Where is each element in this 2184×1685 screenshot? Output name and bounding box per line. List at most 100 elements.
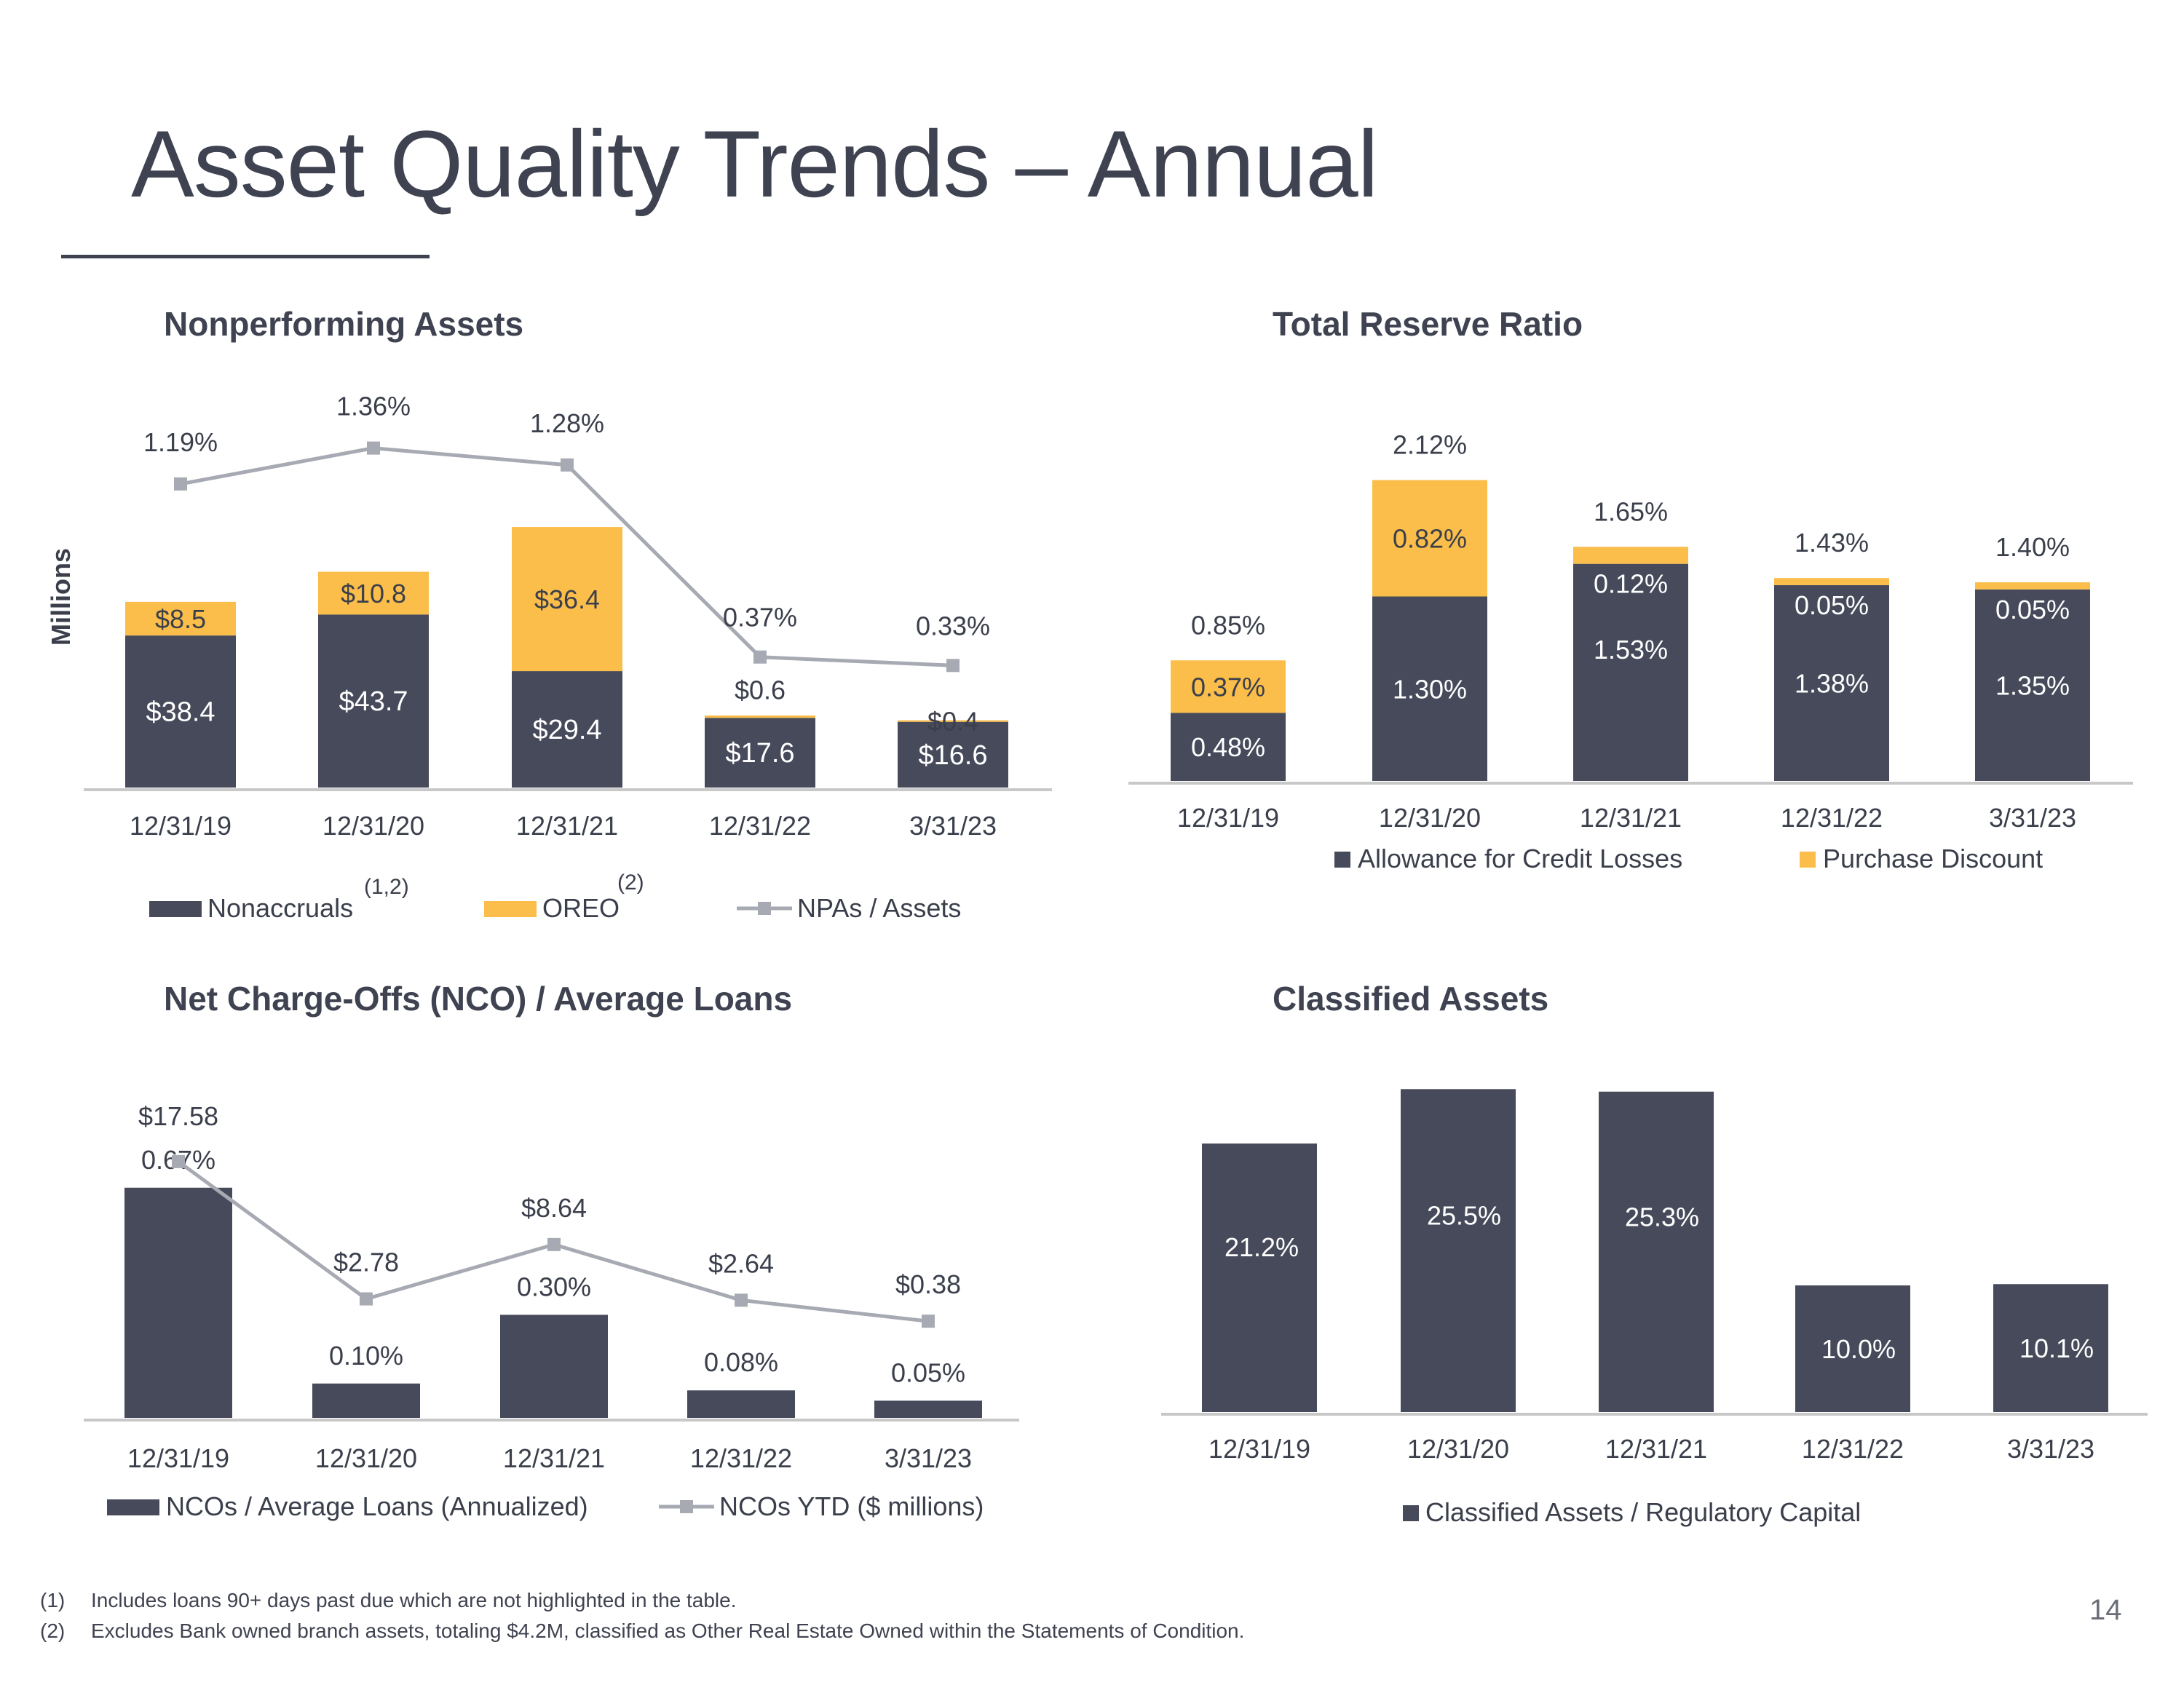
nco-x-tick-2: 12/31/21 bbox=[503, 1443, 605, 1473]
classified-bar-label-4: 10.1% bbox=[2019, 1333, 2094, 1363]
npa-label-oreo-3: $0.6 bbox=[735, 675, 786, 705]
npa-line-point-0 bbox=[174, 477, 187, 491]
reserve-bar-discount-2 bbox=[1573, 547, 1688, 564]
npa-legend-sup-nonaccruals: (1,2) bbox=[364, 875, 409, 899]
nco-bar-label-2: 0.30% bbox=[517, 1272, 591, 1301]
nco-line-point-4 bbox=[922, 1315, 935, 1328]
nco-line-point-1 bbox=[360, 1292, 373, 1306]
npa-line-label-1: 1.36% bbox=[336, 392, 411, 421]
reserve-label-discount-4: 0.05% bbox=[1995, 595, 2070, 625]
nco-line-label-2: $8.64 bbox=[521, 1193, 587, 1223]
reserve-bar-allowance-3 bbox=[1774, 584, 1889, 781]
nco-x-tick-4: 3/31/23 bbox=[885, 1443, 972, 1473]
footnote-1-number: (1) bbox=[40, 1589, 66, 1611]
npa-y-axis-label: Millions bbox=[46, 548, 76, 646]
npa-bar-oreo-3 bbox=[705, 715, 815, 718]
npa-line-label-3: 0.37% bbox=[723, 603, 797, 633]
npa-bar-nonaccruals-4 bbox=[898, 721, 1008, 788]
nco-bar-label-4: 0.05% bbox=[891, 1357, 965, 1387]
npa-line-point-4 bbox=[946, 659, 960, 673]
npa-line-label-4: 0.33% bbox=[916, 611, 990, 641]
npa-label-nonaccruals-2: $29.4 bbox=[532, 715, 601, 745]
classified-x-tick-0: 12/31/19 bbox=[1208, 1434, 1310, 1464]
classified-bar-label-2: 25.3% bbox=[1625, 1202, 1699, 1232]
reserve-total-label-3: 1.43% bbox=[1795, 528, 1869, 558]
nco-line-point-3 bbox=[735, 1293, 748, 1307]
reserve-bar-allowance-0 bbox=[1171, 713, 1286, 781]
nco-x-tick-0: 12/31/19 bbox=[127, 1443, 229, 1473]
classified-bar-label-0: 21.2% bbox=[1224, 1232, 1299, 1262]
page-title: Asset Quality Trends – Annual bbox=[131, 111, 1379, 217]
classified-x-tick-4: 3/31/23 bbox=[2007, 1434, 2094, 1464]
npa-bar-nonaccruals-3 bbox=[705, 718, 815, 788]
reserve-bar-discount-0 bbox=[1171, 660, 1286, 713]
reserve-x-tick-2: 12/31/21 bbox=[1580, 803, 1682, 833]
npa-bar-oreo-0 bbox=[125, 601, 236, 636]
npa-label-nonaccruals-4: $16.6 bbox=[918, 740, 987, 771]
classified-x-tick-1: 12/31/20 bbox=[1407, 1434, 1509, 1464]
reserve-label-allowance-4: 1.35% bbox=[1995, 670, 2070, 700]
reserve-x-tick-3: 12/31/22 bbox=[1781, 803, 1883, 833]
reserve-total-label-1: 2.12% bbox=[1393, 430, 1467, 460]
npa-bar-oreo-2 bbox=[512, 527, 622, 672]
nco-x-tick-3: 12/31/22 bbox=[690, 1443, 792, 1473]
npa-bar-oreo-1 bbox=[318, 571, 429, 615]
nco-legend-label-bars: NCOs / Average Loans (Annualized) bbox=[166, 1491, 588, 1521]
footnote-1-text: Includes loans 90+ days past due which a… bbox=[91, 1589, 737, 1611]
reserve-label-allowance-0: 0.48% bbox=[1191, 732, 1265, 762]
reserve-bar-discount-3 bbox=[1774, 578, 1889, 585]
npa-bar-nonaccruals-2 bbox=[512, 671, 622, 788]
reserve-legend-label-discount: Purchase Discount bbox=[1823, 844, 2043, 873]
reserve-legend-swatch-discount bbox=[1800, 852, 1816, 868]
nco-line-label-1: $2.78 bbox=[333, 1248, 399, 1277]
npa-label-oreo-0: $8.5 bbox=[155, 604, 206, 634]
classified-x-tick-2: 12/31/21 bbox=[1605, 1434, 1707, 1464]
reserve-total-label-0: 0.85% bbox=[1191, 610, 1265, 640]
footnotes: (1) Includes loans 90+ days past due whic… bbox=[40, 1585, 1244, 1646]
nco-bar-1 bbox=[312, 1383, 420, 1418]
classified-legend-label: Classified Assets / Regulatory Capital bbox=[1425, 1497, 1861, 1527]
chart-title-nco: Net Charge-Offs (NCO) / Average Loans bbox=[164, 980, 793, 1018]
nco-line-label-0: $17.58 bbox=[138, 1101, 218, 1131]
npa-legend-swatch-nonaccruals bbox=[149, 901, 202, 917]
nco-bar-3 bbox=[687, 1390, 795, 1418]
nco-bar-label-3: 0.08% bbox=[704, 1347, 778, 1377]
classified-x-tick-3: 12/31/22 bbox=[1802, 1434, 1904, 1464]
npa-legend-label-oreo: OREO bbox=[542, 893, 620, 923]
reserve-total-label-2: 1.65% bbox=[1594, 496, 1668, 526]
npa-legend-label-npas-assets: NPAs / Assets bbox=[797, 893, 961, 923]
chart-title-npa: Nonperforming Assets bbox=[164, 305, 524, 343]
npa-legend-swatch-oreo bbox=[484, 901, 537, 917]
reserve-total-label-4: 1.40% bbox=[1995, 532, 2070, 562]
page-number: 14 bbox=[2089, 1594, 2122, 1626]
npa-label-nonaccruals-0: $38.4 bbox=[146, 697, 215, 728]
reserve-x-tick-4: 3/31/23 bbox=[1989, 803, 2076, 833]
reserve-bar-allowance-1 bbox=[1372, 596, 1487, 781]
nco-x-tick-1: 12/31/20 bbox=[315, 1443, 417, 1473]
nco-line-point-2 bbox=[547, 1237, 561, 1251]
npa-line-label-0: 1.19% bbox=[143, 427, 218, 457]
npa-bar-nonaccruals-0 bbox=[125, 635, 236, 788]
reserve-bar-allowance-2 bbox=[1573, 563, 1688, 781]
reserve-x-tick-0: 12/31/19 bbox=[1177, 803, 1279, 833]
nco-bar-0 bbox=[124, 1187, 232, 1418]
npa-line-point-3 bbox=[753, 650, 767, 664]
reserve-label-discount-3: 0.05% bbox=[1795, 590, 1869, 620]
chart-title-reserve: Total Reserve Ratio bbox=[1273, 305, 1583, 343]
nco-legend-swatch-bars bbox=[107, 1499, 159, 1515]
footnote-2-number: (2) bbox=[40, 1619, 66, 1642]
nco-bar-4 bbox=[874, 1400, 982, 1418]
chart-title-classified: Classified Assets bbox=[1273, 980, 1549, 1018]
npa-bar-nonaccruals-1 bbox=[318, 614, 429, 788]
npa-legend-marker bbox=[758, 902, 771, 915]
npa-label-nonaccruals-1: $43.7 bbox=[339, 686, 408, 717]
reserve-label-allowance-1: 1.30% bbox=[1393, 674, 1467, 704]
reserve-label-discount-1: 0.82% bbox=[1393, 524, 1467, 554]
npa-x-tick-3: 12/31/22 bbox=[709, 811, 811, 841]
title-underline bbox=[61, 255, 430, 258]
npa-line-label-2: 1.28% bbox=[530, 408, 604, 438]
npa-line-point-1 bbox=[367, 441, 380, 455]
classified-bar-label-1: 25.5% bbox=[1427, 1201, 1501, 1231]
classified-legend-swatch bbox=[1403, 1505, 1419, 1521]
